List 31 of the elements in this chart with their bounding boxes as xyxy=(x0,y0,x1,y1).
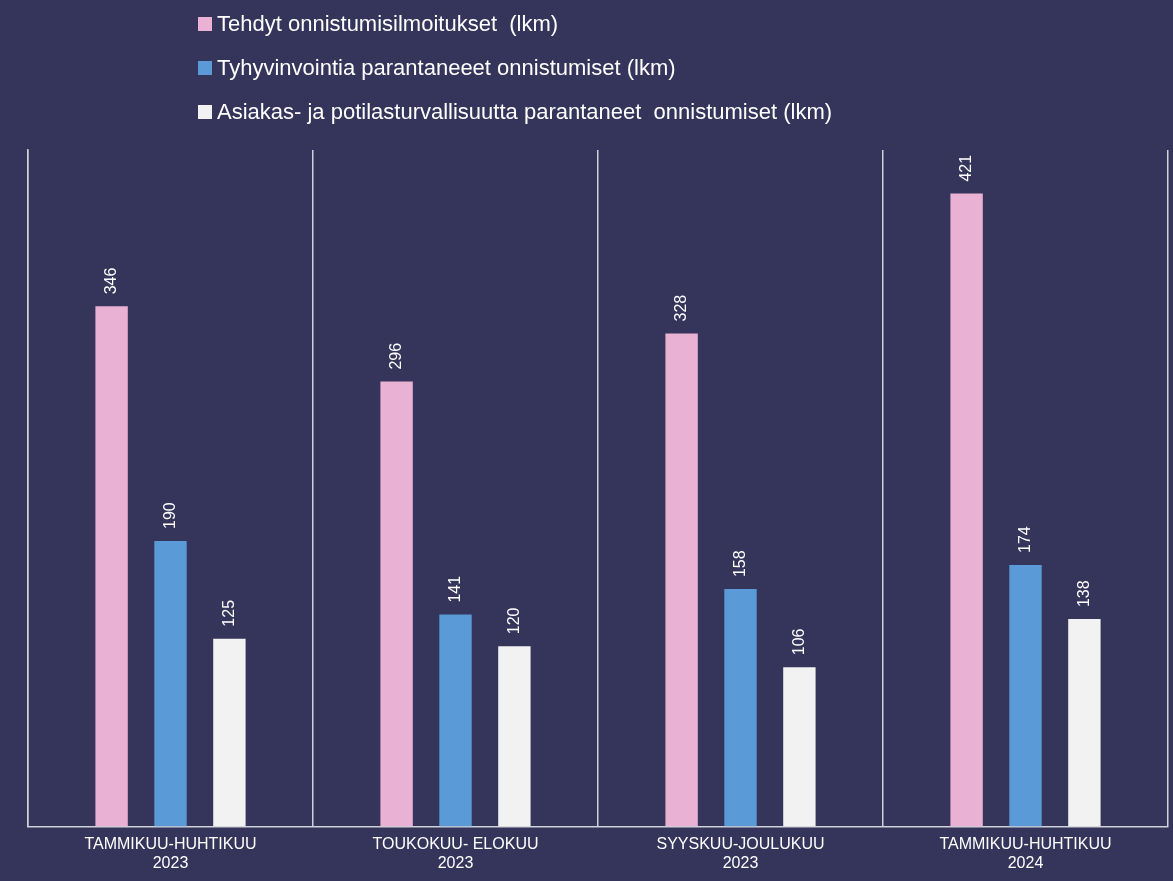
bar xyxy=(783,667,816,827)
data-label: 296 xyxy=(387,342,405,370)
data-label: 138 xyxy=(1074,580,1092,608)
x-tick-label: TAMMIKUU-HUHTIKUU 2024 xyxy=(939,834,1112,871)
data-label: 106 xyxy=(789,628,807,656)
bar xyxy=(665,333,698,827)
legend-label: Tehdyt onnistumisilmoitukset (lkm) xyxy=(216,10,560,38)
data-label: 190 xyxy=(160,502,178,529)
x-tick-label: SYYSKUU-JOULUKUU 2023 xyxy=(656,834,825,871)
legend-label: Tyhyvinvointia parantaneeet onnistumiset (lkm) xyxy=(216,54,677,82)
bar xyxy=(439,614,472,827)
bar xyxy=(1009,564,1042,827)
bar xyxy=(950,193,983,827)
x-tick-label: TOUKOKUU- ELOKUU 2023 xyxy=(372,834,539,871)
bar xyxy=(724,589,757,827)
data-label: 421 xyxy=(957,154,975,182)
bar xyxy=(95,306,128,827)
bar xyxy=(213,638,246,827)
bar xyxy=(1068,619,1101,827)
data-label: 346 xyxy=(102,267,120,295)
data-label: 328 xyxy=(672,294,690,322)
bar xyxy=(498,646,531,827)
data-label: 141 xyxy=(445,575,463,603)
x-tick-label: TAMMIKUU-HUHTIKUU 2023 xyxy=(84,834,257,871)
bar xyxy=(154,540,187,827)
data-label: 125 xyxy=(219,599,237,627)
data-label: 120 xyxy=(504,607,522,635)
legend-label: Asiakas- ja potilasturvallisuutta parantaneet onnistumiset (lkm) xyxy=(216,98,833,126)
data-label: 174 xyxy=(1015,526,1033,553)
data-label: 158 xyxy=(730,550,748,578)
bar xyxy=(380,381,413,827)
